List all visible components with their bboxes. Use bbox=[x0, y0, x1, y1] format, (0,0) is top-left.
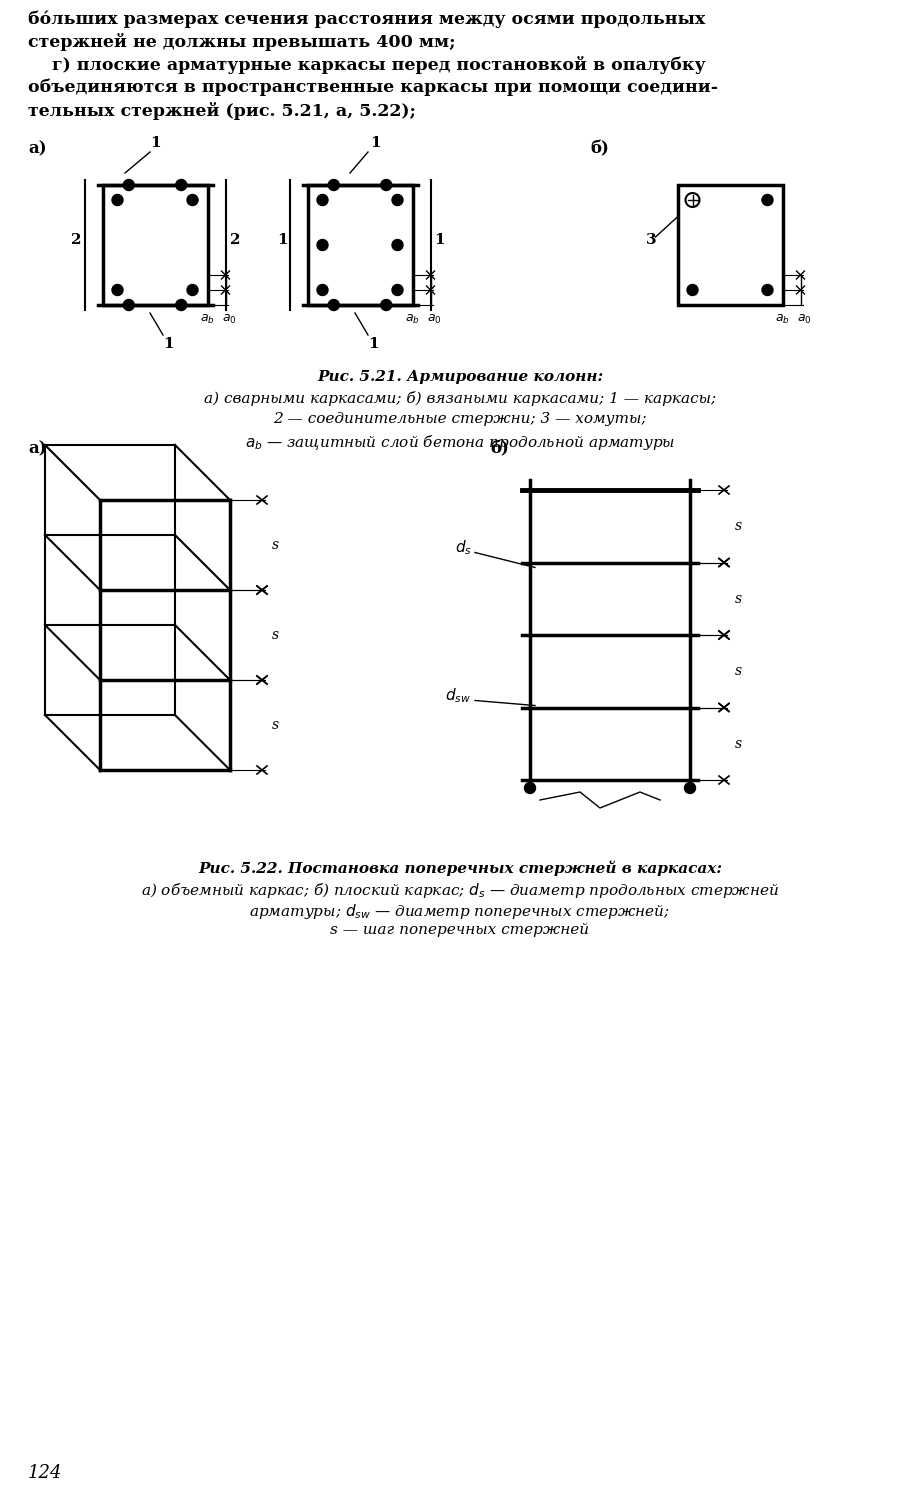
Circle shape bbox=[317, 285, 328, 296]
Bar bbox=[308, 184, 413, 304]
Text: 1: 1 bbox=[370, 136, 380, 150]
Text: б): б) bbox=[490, 440, 509, 458]
Text: 2 — соединительные стержни; 3 — хомуты;: 2 — соединительные стержни; 3 — хомуты; bbox=[274, 413, 647, 426]
Text: а) сварными каркасами; б) вязаными каркасами; 1 — каркасы;: а) сварными каркасами; б) вязаными карка… bbox=[204, 392, 716, 406]
Text: s: s bbox=[272, 538, 279, 552]
Circle shape bbox=[380, 300, 391, 310]
Text: б): б) bbox=[590, 140, 609, 158]
Text: 1: 1 bbox=[150, 136, 160, 150]
Circle shape bbox=[176, 300, 187, 310]
Text: $a_b$: $a_b$ bbox=[405, 314, 420, 326]
Text: s: s bbox=[272, 718, 279, 732]
Text: а): а) bbox=[28, 140, 47, 158]
Text: Рис. 5.21. Армирование колонн:: Рис. 5.21. Армирование колонн: bbox=[317, 370, 603, 384]
Text: s: s bbox=[735, 664, 742, 678]
Text: 2: 2 bbox=[229, 232, 240, 248]
Circle shape bbox=[392, 240, 403, 250]
Text: 1: 1 bbox=[163, 338, 174, 351]
Text: бóльших размерах сечения расстояния между осями продольных: бóльших размерах сечения расстояния межд… bbox=[28, 10, 705, 27]
Text: s: s bbox=[735, 736, 742, 750]
Text: $d_{sw}$: $d_{sw}$ bbox=[445, 686, 471, 705]
Circle shape bbox=[524, 783, 535, 794]
Circle shape bbox=[123, 300, 134, 310]
Circle shape bbox=[762, 285, 773, 296]
Text: s: s bbox=[272, 628, 279, 642]
Circle shape bbox=[380, 180, 391, 190]
Text: $a_0$: $a_0$ bbox=[222, 314, 237, 326]
Circle shape bbox=[762, 195, 773, 206]
Text: 1: 1 bbox=[368, 338, 379, 351]
Text: $a_b$: $a_b$ bbox=[775, 314, 790, 326]
Circle shape bbox=[317, 195, 328, 206]
Circle shape bbox=[112, 285, 123, 296]
Text: s: s bbox=[735, 519, 742, 534]
Circle shape bbox=[328, 180, 339, 190]
Text: а): а) bbox=[28, 440, 47, 458]
Text: 2: 2 bbox=[71, 232, 81, 248]
Circle shape bbox=[187, 195, 198, 206]
Text: s: s bbox=[735, 592, 742, 606]
Text: $d_s$: $d_s$ bbox=[455, 538, 472, 556]
Text: 124: 124 bbox=[28, 1464, 63, 1482]
Text: объединяются в пространственные каркасы при помощи соедини-: объединяются в пространственные каркасы … bbox=[28, 80, 718, 96]
Text: 3: 3 bbox=[646, 232, 656, 248]
Text: арматуры; $d_{sw}$ — диаметр поперечных стержней;: арматуры; $d_{sw}$ — диаметр поперечных … bbox=[250, 902, 670, 921]
Text: 1: 1 bbox=[435, 232, 445, 248]
Circle shape bbox=[123, 180, 134, 190]
Circle shape bbox=[687, 285, 698, 296]
Text: $a_0$: $a_0$ bbox=[798, 314, 811, 326]
Circle shape bbox=[176, 180, 187, 190]
Text: $a_b$ — защитный слой бетона продольной арматуры: $a_b$ — защитный слой бетона продольной … bbox=[245, 433, 675, 451]
Text: г) плоские арматурные каркасы перед постановкой в опалубку: г) плоские арматурные каркасы перед пост… bbox=[28, 56, 705, 74]
Circle shape bbox=[112, 195, 123, 206]
Circle shape bbox=[317, 240, 328, 250]
Circle shape bbox=[392, 285, 403, 296]
Circle shape bbox=[684, 783, 695, 794]
Text: $a_0$: $a_0$ bbox=[427, 314, 442, 326]
Text: 1: 1 bbox=[277, 232, 288, 248]
Bar bbox=[102, 184, 207, 304]
Text: а) объемный каркас; б) плоский каркас; $d_s$ — диаметр продольных стержней: а) объемный каркас; б) плоский каркас; $… bbox=[141, 880, 779, 900]
Text: $a_b$: $a_b$ bbox=[200, 314, 215, 326]
Text: Рис. 5.22. Постановка поперечных стержней в каркасах:: Рис. 5.22. Постановка поперечных стержне… bbox=[198, 859, 722, 876]
Text: s — шаг поперечных стержней: s — шаг поперечных стержней bbox=[331, 922, 589, 938]
Text: тельных стержней (рис. 5.21, а, 5.22);: тельных стержней (рис. 5.21, а, 5.22); bbox=[28, 102, 416, 120]
Circle shape bbox=[392, 195, 403, 206]
Circle shape bbox=[187, 285, 198, 296]
Bar bbox=[678, 184, 783, 304]
Text: стержней не должны превышать 400 мм;: стержней не должны превышать 400 мм; bbox=[28, 33, 456, 51]
Circle shape bbox=[328, 300, 339, 310]
